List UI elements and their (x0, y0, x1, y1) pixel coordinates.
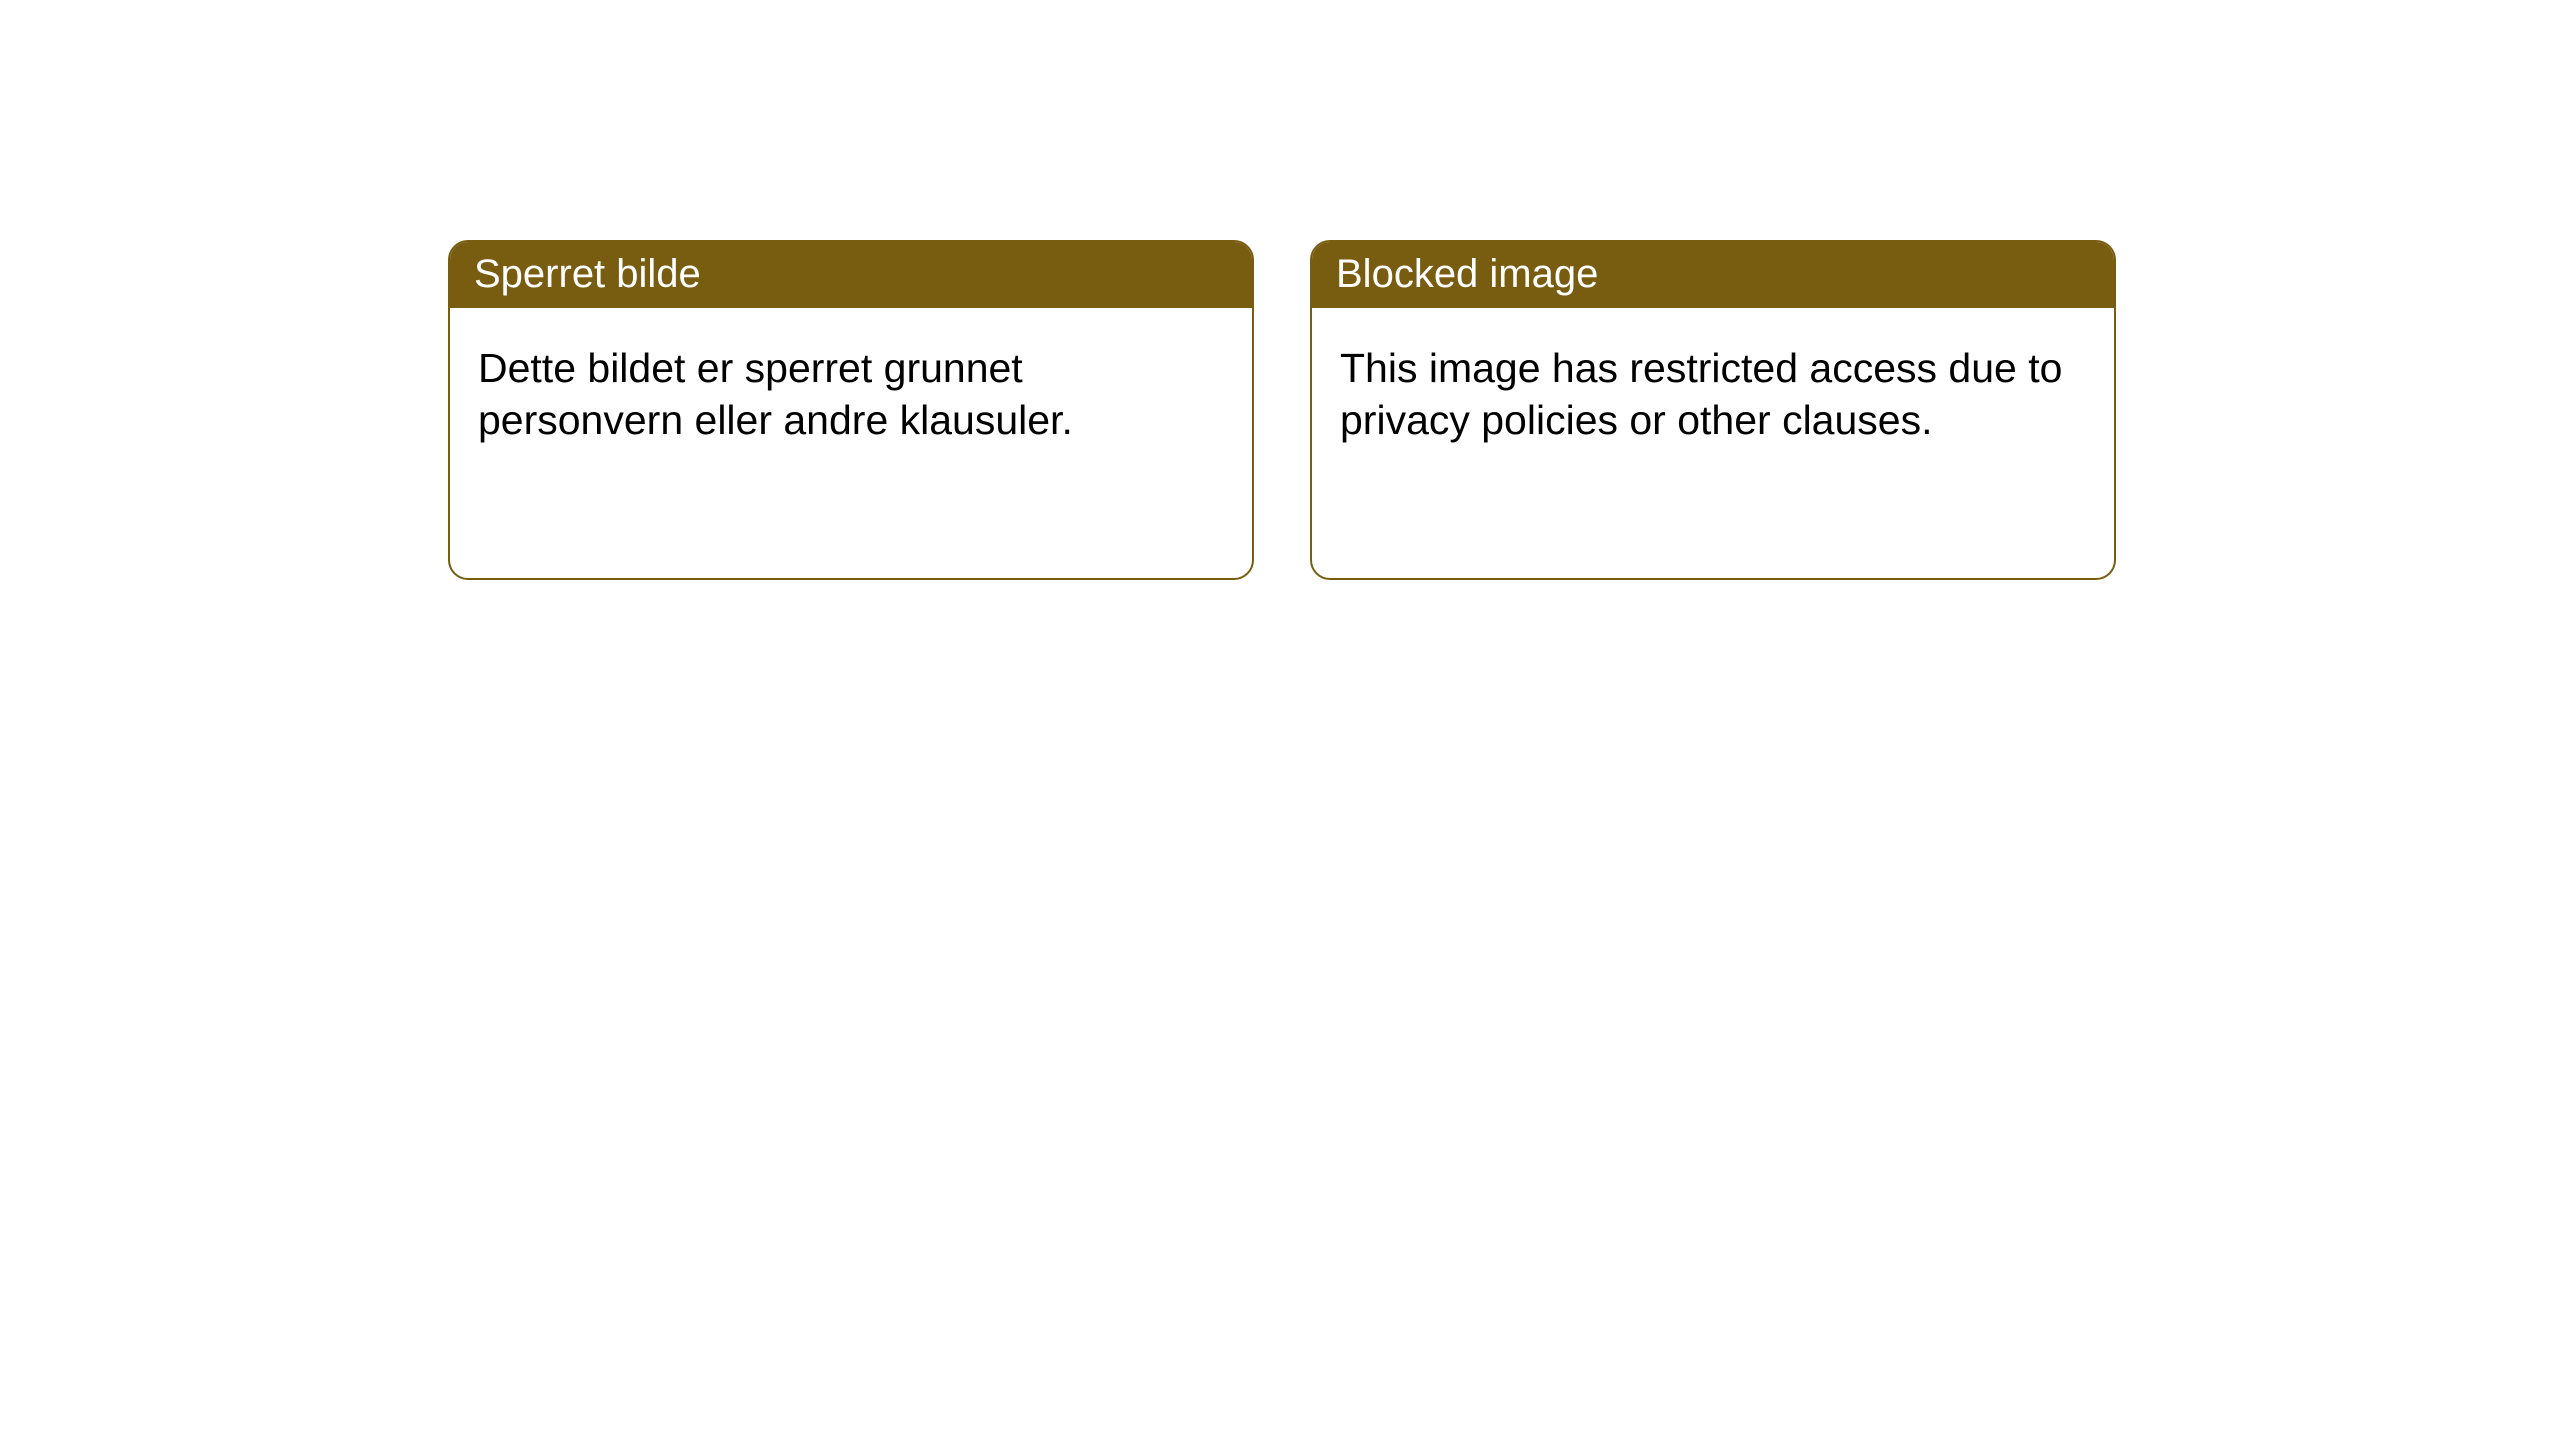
notice-card-english: Blocked image This image has restricted … (1310, 240, 2116, 580)
notice-header: Sperret bilde (450, 242, 1252, 308)
notice-card-norwegian: Sperret bilde Dette bildet er sperret gr… (448, 240, 1254, 580)
notice-header: Blocked image (1312, 242, 2114, 308)
notice-body: This image has restricted access due to … (1312, 308, 2114, 481)
notice-container: Sperret bilde Dette bildet er sperret gr… (0, 0, 2560, 580)
notice-body: Dette bildet er sperret grunnet personve… (450, 308, 1252, 481)
